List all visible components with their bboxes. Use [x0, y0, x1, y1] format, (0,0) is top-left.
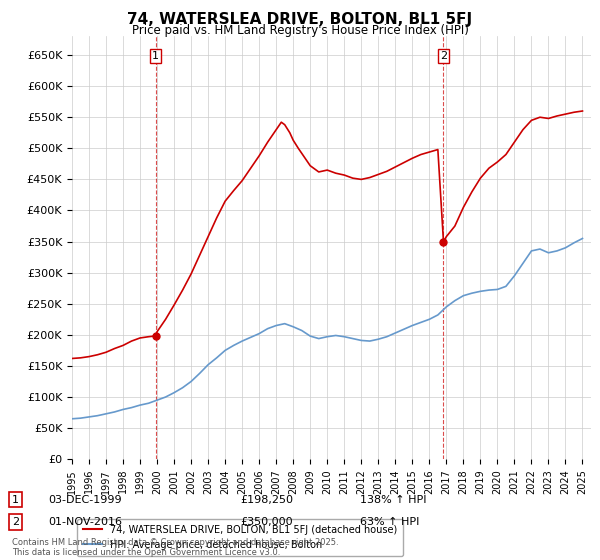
- Text: 2: 2: [12, 517, 19, 527]
- Text: 2: 2: [440, 51, 447, 61]
- Text: 01-NOV-2016: 01-NOV-2016: [48, 517, 122, 527]
- Text: 138% ↑ HPI: 138% ↑ HPI: [360, 494, 427, 505]
- Text: Contains HM Land Registry data © Crown copyright and database right 2025.
This d: Contains HM Land Registry data © Crown c…: [12, 538, 338, 557]
- Legend: 74, WATERSLEA DRIVE, BOLTON, BL1 5FJ (detached house), HPI: Average price, detac: 74, WATERSLEA DRIVE, BOLTON, BL1 5FJ (de…: [77, 519, 403, 556]
- Text: 03-DEC-1999: 03-DEC-1999: [48, 494, 122, 505]
- Text: 74, WATERSLEA DRIVE, BOLTON, BL1 5FJ: 74, WATERSLEA DRIVE, BOLTON, BL1 5FJ: [127, 12, 473, 27]
- Text: Price paid vs. HM Land Registry's House Price Index (HPI): Price paid vs. HM Land Registry's House …: [131, 24, 469, 37]
- Text: £350,000: £350,000: [240, 517, 293, 527]
- Text: 1: 1: [12, 494, 19, 505]
- Text: 1: 1: [152, 51, 159, 61]
- Text: 63% ↑ HPI: 63% ↑ HPI: [360, 517, 419, 527]
- Text: £198,250: £198,250: [240, 494, 293, 505]
